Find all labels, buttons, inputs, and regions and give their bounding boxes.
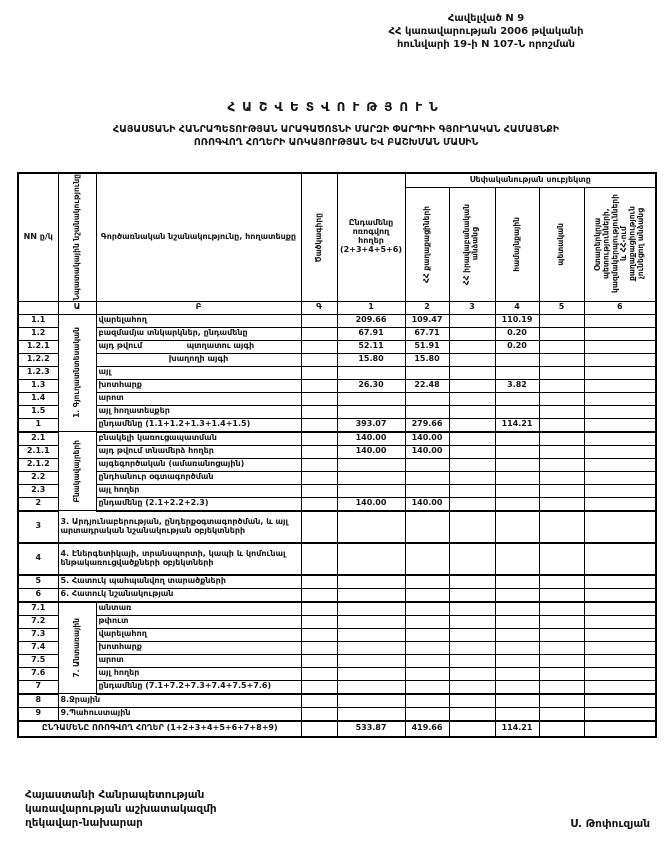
letter-cell: 6 bbox=[583, 300, 657, 315]
col-header-foreign: Օտարերկրյա պետությունների, կազմակերպությ… bbox=[583, 187, 657, 302]
table-row-industry: 3 3. Արդյունաբերության, ընդերքօգտագործմա… bbox=[17, 510, 657, 544]
col-header-ownership-group: Սեփականության սուբյեկտը bbox=[404, 172, 657, 189]
signatory-title-block: Հայաստանի Հանրապետության կառավարության ա… bbox=[25, 788, 217, 831]
table-row: 7.2 թփուտ bbox=[17, 614, 657, 629]
table-row: 1.2.3 այլ bbox=[17, 365, 657, 380]
section-agricultural: 1. Գյուղատնտեսական bbox=[57, 313, 97, 433]
grand-total-row: ԸՆԴԱՄԵՆԸ ՈՌՈԳՎՈՂ ՀՈՂԵՐ (1+2+3+4+5+6+7+8+… bbox=[17, 720, 657, 738]
appendix-reference: Հավելված N 9 ՀՀ կառավարության 2006 թվակա… bbox=[310, 12, 662, 52]
section-forest: 7. Անտառային bbox=[57, 601, 97, 695]
column-letters-row: Ա Բ Գ 1 2 3 4 5 6 bbox=[17, 300, 657, 315]
signatory-name: Ս. Թոփուզյան bbox=[570, 818, 650, 830]
letter-cell: 3 bbox=[448, 300, 496, 315]
table-row-reserve: 9 9.Պահուստային bbox=[17, 706, 657, 722]
table-row: 7.1 7. Անտառային անտառ bbox=[17, 601, 657, 695]
col-header-citizens: ՀՀ քաղաքացիների bbox=[404, 187, 450, 302]
col-header-purpose: Նպատակային նշանակությունը bbox=[57, 172, 97, 302]
document-title-block: ՀԱՇՎԵՏՎՈՒԹՅՈՒՆ ՀԱՅԱՍՏԱՆԻ ՀԱՆՐԱՊԵՏՈՒԹՅԱՆ … bbox=[0, 100, 672, 150]
col-header-total: Ընդամենը ոռոգվող հողեր (2+3+4+5+6) bbox=[336, 172, 406, 302]
col-header-code: Ծածկագիրը bbox=[300, 172, 338, 302]
col-header-nn: NN ը/կ bbox=[17, 172, 59, 302]
table-row: 7.5 արոտ bbox=[17, 653, 657, 668]
letter-cell: 1 bbox=[336, 300, 406, 315]
table-row: 1.1 1. Գյուղատնտեսական վարելահող 209.66 1… bbox=[17, 313, 657, 433]
table-row: 1.2.2 խաղողի այգի 15.80 15.80 bbox=[17, 352, 657, 367]
table-row: 1.2 բազմամյա տնկարկներ, ընդամենը 67.91 67… bbox=[17, 326, 657, 341]
signatory-line1: Հայաստանի Հանրապետության bbox=[25, 789, 205, 801]
letter-cell-nn bbox=[17, 300, 59, 315]
section-7-total-row: 7 ընդամենը (7.1+7.2+7.3+7.4+7.5+7.6) bbox=[17, 679, 657, 695]
col-header-functional: Գործառնական նշանակությունը, հողատեսքը bbox=[95, 172, 302, 302]
col-header-legal-entities: ՀՀ իրավաբանական անձանց bbox=[448, 187, 496, 302]
section-1-total-row: 1 ընդամենը (1.1+1.2+1.3+1.4+1.5) 393.07 2… bbox=[17, 417, 657, 433]
table-row-protected: 5 5. Հատուկ պահպանվող տարածքների bbox=[17, 574, 657, 589]
appendix-line1: Հավելված N 9 bbox=[447, 13, 525, 24]
appendix-line2: ՀՀ կառավարության 2006 թվականի bbox=[388, 26, 584, 38]
letter-cell: 5 bbox=[538, 300, 585, 315]
table-row: 7.4 խոտհարք bbox=[17, 640, 657, 655]
table-row-water: 8 8.Ջրային bbox=[17, 693, 657, 708]
letter-cell: Ա bbox=[57, 300, 97, 315]
irrigated-lands-table: NN ը/կ Նպատակային նշանակությունը Գործառն… bbox=[17, 172, 658, 738]
table-row: 7.6 այլ հողեր bbox=[17, 666, 657, 681]
page-subtitle-1: ՀԱՅԱՍՏԱՆԻ ՀԱՆՐԱՊԵՏՈՒԹՅԱՆ ԱՐԱԳԱԾՈՏՆԻ ՄԱՐԶ… bbox=[112, 124, 560, 135]
table-row-special: 6 6. Հատուկ նշանակության bbox=[17, 587, 657, 603]
signatory-line2: կառավարության աշխատակազմի bbox=[25, 803, 217, 816]
letter-cell: Բ bbox=[95, 300, 302, 315]
letter-cell: 2 bbox=[404, 300, 450, 315]
page-subtitle-2: ՈՌՈԳՎՈՂ ՀՈՂԵՐԻ ԱՌԿԱՅՈՒԹՅԱՆ ԵՎ ԲԱՇԽՄԱՆ ՄԱ… bbox=[193, 136, 479, 148]
table-row: 1.2.1 այդ թվում պտղատու այգի 52.11 51.91 0.… bbox=[17, 339, 657, 354]
table-row: 2.1.2 այգեգործական (ամառանոցային) bbox=[17, 457, 657, 472]
signatory-line3: ղեկավար-նախարար bbox=[25, 817, 143, 830]
table-row: 2.1 Բնակավայրերի բնակելի կառուցապատման 1… bbox=[17, 431, 657, 512]
table-row: 2.1.1 այդ թվում տնամերձ հողեր 140.00 140.… bbox=[17, 444, 657, 459]
table-row-energy: 4 4. Էներգետիկայի, տրանսպորտի, կապի և կո… bbox=[17, 542, 657, 576]
table-row: 7.3 վարելահող bbox=[17, 627, 657, 642]
letter-cell: 4 bbox=[494, 300, 540, 315]
table-row: 2.2 ընդհանուր օգտագործման bbox=[17, 470, 657, 485]
table-row: 2.3 այլ հողեր bbox=[17, 483, 657, 498]
page-title: ՀԱՇՎԵՏՎՈՒԹՅՈՒՆ bbox=[227, 100, 445, 114]
col-header-state: պետական bbox=[538, 187, 585, 302]
table-row: 1.4 արոտ bbox=[17, 391, 657, 406]
letter-cell: Գ bbox=[300, 300, 338, 315]
section-2-total-row: 2 ընդամենը (2.1+2.2+2.3) 140.00 140.00 bbox=[17, 496, 657, 512]
appendix-line3: հունվարի 19-ի N 107-Ն որոշման bbox=[396, 39, 576, 51]
table-row: 1.5 այլ հողատեսքեր bbox=[17, 404, 657, 419]
col-header-community: համայնքային bbox=[494, 187, 540, 302]
table-row: 1.3 խոտհարք 26.30 22.48 3.82 bbox=[17, 378, 657, 393]
section-residential: Բնակավայրերի bbox=[57, 431, 97, 512]
